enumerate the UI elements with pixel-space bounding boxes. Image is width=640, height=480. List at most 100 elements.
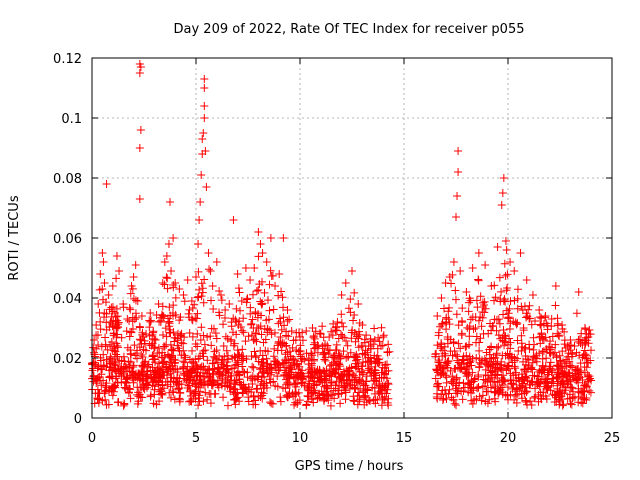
data-point bbox=[198, 135, 207, 143]
data-point bbox=[292, 360, 301, 369]
data-point bbox=[478, 303, 487, 312]
data-point bbox=[467, 361, 476, 370]
data-point bbox=[581, 338, 590, 347]
data-point bbox=[283, 306, 292, 314]
data-point bbox=[495, 273, 504, 282]
data-point bbox=[107, 386, 116, 395]
data-point bbox=[218, 362, 227, 371]
data-point bbox=[499, 296, 508, 305]
data-point bbox=[535, 306, 544, 314]
data-point bbox=[490, 315, 499, 324]
y-tick-label: 0.08 bbox=[53, 172, 82, 187]
data-point bbox=[97, 381, 106, 390]
data-point bbox=[467, 389, 476, 398]
data-point bbox=[204, 249, 213, 257]
data-point bbox=[263, 296, 272, 305]
data-point bbox=[133, 346, 142, 355]
data-point bbox=[266, 266, 275, 275]
data-point bbox=[171, 364, 180, 373]
data-point bbox=[331, 361, 340, 370]
data-point bbox=[169, 281, 178, 290]
data-point bbox=[146, 309, 155, 317]
data-point bbox=[247, 320, 256, 329]
data-point bbox=[476, 360, 485, 369]
data-point bbox=[194, 267, 203, 276]
data-point bbox=[144, 381, 153, 390]
data-point bbox=[329, 319, 338, 328]
data-point bbox=[160, 258, 169, 266]
data-point bbox=[586, 388, 595, 397]
data-point bbox=[298, 336, 307, 345]
data-point bbox=[112, 252, 121, 260]
data-point bbox=[119, 352, 128, 361]
data-point bbox=[345, 384, 354, 393]
data-point bbox=[528, 291, 537, 299]
data-point bbox=[553, 362, 562, 371]
data-point bbox=[286, 347, 295, 356]
data-point bbox=[286, 363, 295, 372]
data-point bbox=[479, 329, 488, 338]
data-point bbox=[92, 331, 101, 340]
data-point bbox=[98, 365, 107, 374]
data-point bbox=[257, 277, 266, 286]
data-point bbox=[166, 198, 174, 206]
data-point bbox=[496, 297, 505, 306]
data-point bbox=[128, 284, 137, 293]
data-point bbox=[525, 314, 534, 323]
data-point bbox=[558, 401, 567, 410]
data-point bbox=[468, 264, 477, 272]
data-point bbox=[383, 348, 392, 357]
data-point bbox=[552, 373, 561, 382]
data-point bbox=[200, 75, 209, 83]
data-point bbox=[200, 102, 209, 110]
data-point bbox=[340, 333, 349, 342]
data-point bbox=[139, 383, 148, 392]
data-point bbox=[257, 388, 266, 397]
data-point bbox=[310, 334, 319, 343]
data-point bbox=[158, 390, 167, 399]
data-point bbox=[442, 325, 451, 334]
data-point bbox=[498, 351, 507, 360]
data-point bbox=[477, 356, 486, 365]
data-point bbox=[370, 336, 379, 344]
data-point bbox=[491, 371, 500, 380]
data-point bbox=[154, 300, 163, 308]
data-point bbox=[206, 267, 215, 275]
data-point bbox=[503, 270, 512, 279]
data-point bbox=[166, 325, 175, 334]
data-point bbox=[520, 376, 529, 385]
data-point bbox=[304, 377, 313, 386]
data-point bbox=[101, 333, 110, 342]
data-point bbox=[117, 371, 126, 380]
data-point bbox=[337, 310, 346, 319]
data-point bbox=[452, 401, 461, 410]
data-point bbox=[500, 331, 509, 340]
data-point bbox=[193, 329, 202, 338]
data-point bbox=[445, 303, 454, 312]
data-point bbox=[210, 389, 219, 398]
data-point bbox=[212, 346, 221, 355]
data-point bbox=[292, 372, 301, 381]
data-point bbox=[170, 395, 179, 404]
data-point bbox=[331, 384, 340, 393]
data-point bbox=[576, 359, 585, 368]
data-point bbox=[283, 316, 292, 325]
data-point bbox=[323, 384, 332, 393]
data-point bbox=[282, 331, 291, 340]
data-point bbox=[514, 373, 523, 382]
data-point bbox=[442, 378, 451, 387]
data-point bbox=[125, 316, 134, 325]
data-point bbox=[438, 319, 447, 328]
data-point bbox=[345, 364, 354, 373]
data-point bbox=[239, 328, 248, 337]
data-point bbox=[94, 300, 103, 308]
data-point bbox=[162, 332, 171, 341]
data-point bbox=[197, 292, 206, 301]
x-tick-label: 5 bbox=[192, 431, 200, 446]
data-point bbox=[187, 392, 196, 401]
data-point bbox=[509, 380, 518, 389]
data-point bbox=[484, 360, 493, 369]
data-point bbox=[151, 358, 160, 367]
data-point bbox=[568, 349, 577, 358]
data-point bbox=[135, 322, 144, 331]
